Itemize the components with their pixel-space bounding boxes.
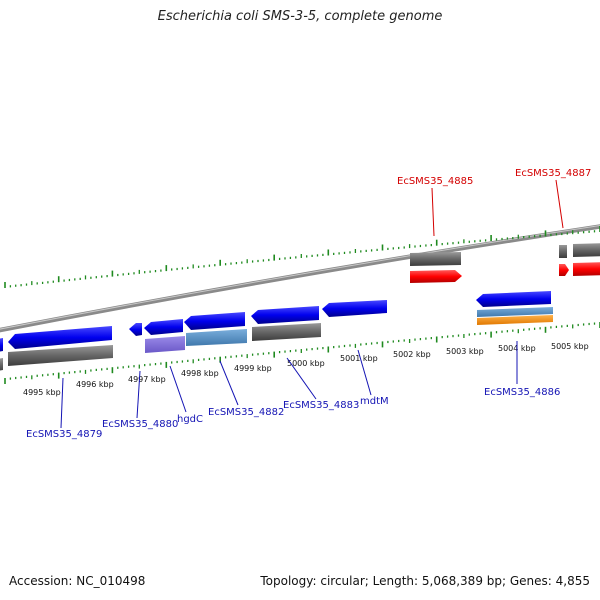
- kbp-label: 4999 kbp: [234, 364, 272, 373]
- gene-label: EcSMS35_4887: [515, 168, 591, 179]
- protein-domain-bar: [477, 307, 553, 317]
- kbp-label: 5001 kbp: [340, 354, 378, 363]
- reverse-gene-arrow: [322, 300, 387, 317]
- gene-label: EcSMS35_4886: [484, 387, 560, 398]
- kbp-label: 4995 kbp: [23, 388, 61, 397]
- forward-gene-arrow: [573, 262, 600, 276]
- reverse-gene-arrow: [476, 291, 551, 307]
- kbp-label: 5000 kbp: [287, 359, 325, 368]
- forward-gene-arrow: [410, 270, 462, 283]
- gene-track-bar: [410, 252, 461, 266]
- reverse-gene-arrow: [251, 306, 319, 324]
- kbp-label: 4997 kbp: [128, 375, 166, 384]
- reverse-gene-arrow: [8, 326, 112, 349]
- gene-label: mdtM: [360, 396, 389, 407]
- reverse-strand-track: [0, 291, 553, 371]
- forward-gene-labels: EcSMS35_4885 EcSMS35_4887: [397, 168, 591, 187]
- gene-label: EcSMS35_4879: [26, 429, 102, 440]
- genome-backbone: [0, 224, 600, 333]
- kbp-label: 4996 kbp: [76, 380, 114, 389]
- gene-track-bar: [559, 245, 567, 258]
- protein-domain-bar: [186, 329, 247, 346]
- forward-gene-arrow: [559, 264, 569, 276]
- protein-domain-bar: [477, 315, 553, 325]
- gene-track-bar: [252, 323, 321, 341]
- gene-label: EcSMS35_4883: [283, 400, 359, 411]
- kbp-label: 5003 kbp: [446, 347, 484, 356]
- reverse-gene-arrow: [144, 319, 183, 335]
- genome-summary-text: Topology: circular; Length: 5,068,389 bp…: [260, 574, 590, 588]
- outer-tick-ruler: [4, 226, 600, 288]
- gene-label: hgdC: [177, 414, 203, 425]
- forward-strand-track: [410, 243, 600, 283]
- inner-tick-ruler: [4, 322, 600, 384]
- label-leader-lines: [60, 179, 564, 429]
- kbp-label: 5002 kbp: [393, 350, 431, 359]
- gene-label: EcSMS35_4880: [102, 419, 178, 430]
- gene-track-bar: [573, 243, 600, 257]
- accession-text: Accession: NC_010498: [9, 574, 146, 588]
- gene-label: EcSMS35_4882: [208, 407, 284, 418]
- gene-track-bar: [0, 358, 3, 371]
- kbp-label: 5005 kbp: [551, 342, 589, 351]
- gene-label: EcSMS35_4885: [397, 176, 473, 187]
- reverse-gene-arrow: [0, 338, 3, 352]
- map-title: Escherichia coli SMS-3-5, complete genom…: [157, 9, 443, 24]
- gene-track-bar: [8, 345, 113, 366]
- reverse-gene-arrow: [129, 323, 142, 336]
- kbp-label: 4998 kbp: [181, 369, 219, 378]
- reverse-gene-arrow: [184, 312, 245, 330]
- protein-domain-bar: [145, 336, 185, 353]
- reverse-gene-labels: EcSMS35_4879 EcSMS35_4880 hgdC EcSMS35_4…: [26, 387, 560, 440]
